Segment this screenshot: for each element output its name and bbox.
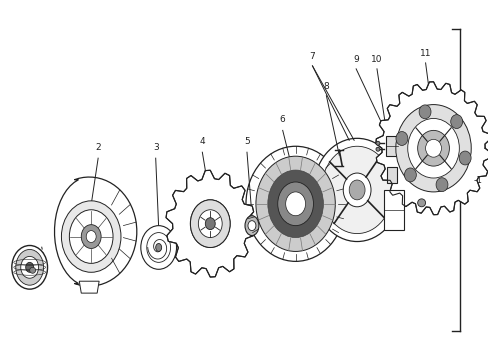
Ellipse shape: [314, 138, 401, 242]
Ellipse shape: [286, 192, 306, 216]
Ellipse shape: [278, 182, 314, 226]
Ellipse shape: [451, 114, 463, 129]
Ellipse shape: [406, 116, 461, 180]
Polygon shape: [166, 170, 254, 277]
Ellipse shape: [426, 139, 441, 157]
Ellipse shape: [191, 200, 230, 247]
Ellipse shape: [376, 147, 380, 151]
Text: 6: 6: [280, 116, 286, 125]
Ellipse shape: [349, 180, 365, 200]
Ellipse shape: [268, 170, 323, 238]
Text: -1: -1: [473, 176, 482, 185]
Ellipse shape: [459, 151, 471, 165]
Ellipse shape: [25, 262, 34, 272]
Ellipse shape: [396, 131, 408, 145]
Polygon shape: [376, 82, 490, 215]
Text: 8: 8: [323, 82, 329, 91]
Ellipse shape: [81, 225, 101, 248]
Ellipse shape: [408, 118, 459, 178]
Ellipse shape: [248, 221, 256, 231]
Polygon shape: [79, 281, 99, 293]
Ellipse shape: [376, 141, 380, 145]
Ellipse shape: [245, 216, 259, 235]
Text: 5: 5: [244, 137, 250, 146]
Ellipse shape: [256, 156, 335, 251]
FancyBboxPatch shape: [386, 136, 398, 156]
Text: 7: 7: [310, 52, 316, 61]
Ellipse shape: [12, 246, 48, 289]
Ellipse shape: [21, 256, 39, 278]
Text: 4: 4: [199, 137, 205, 146]
Ellipse shape: [147, 233, 171, 262]
Polygon shape: [54, 177, 137, 286]
FancyBboxPatch shape: [384, 190, 404, 230]
Ellipse shape: [417, 199, 426, 207]
Ellipse shape: [86, 231, 96, 243]
Ellipse shape: [404, 168, 416, 182]
Ellipse shape: [16, 249, 44, 285]
Ellipse shape: [246, 146, 345, 261]
Ellipse shape: [156, 243, 162, 251]
Text: 11: 11: [420, 49, 431, 58]
Ellipse shape: [61, 201, 121, 272]
Text: 9: 9: [353, 55, 359, 64]
Ellipse shape: [191, 200, 230, 247]
Ellipse shape: [436, 178, 448, 192]
Text: 2: 2: [96, 143, 101, 152]
Ellipse shape: [321, 146, 393, 234]
Ellipse shape: [70, 210, 113, 264]
Ellipse shape: [343, 173, 371, 207]
Ellipse shape: [396, 105, 471, 192]
Ellipse shape: [198, 210, 222, 238]
Ellipse shape: [205, 218, 215, 230]
Ellipse shape: [30, 267, 36, 273]
Text: 10: 10: [371, 55, 383, 64]
Ellipse shape: [419, 105, 431, 119]
Ellipse shape: [417, 130, 449, 166]
Text: 3: 3: [153, 143, 159, 152]
FancyBboxPatch shape: [387, 167, 397, 183]
Ellipse shape: [141, 226, 176, 269]
Ellipse shape: [417, 179, 426, 187]
